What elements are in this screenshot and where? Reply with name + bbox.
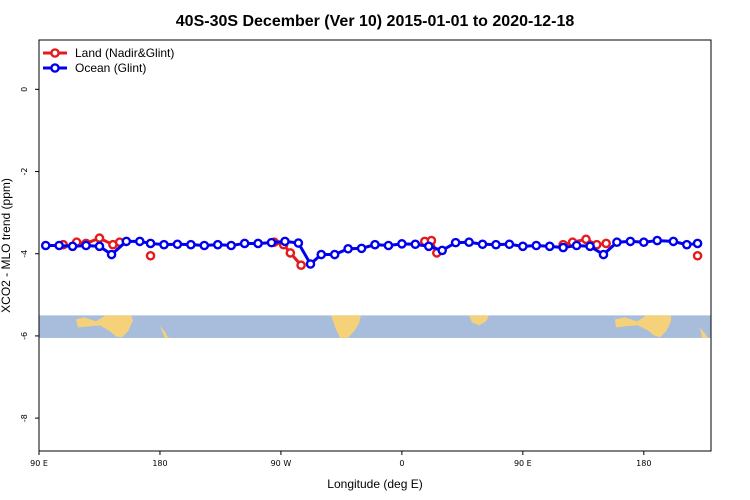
data-point [668,236,679,247]
data-point [145,238,156,249]
map-land-5 [700,327,708,338]
data-point [571,240,582,251]
data-point [639,237,649,248]
data-point [531,240,542,251]
data-point [186,239,196,250]
data-point [601,238,611,249]
data-point [54,240,64,251]
legend-marker [50,48,60,58]
data-point [121,236,132,247]
data-point [581,234,591,245]
data-point [692,250,703,261]
data-point [652,235,663,246]
data-point [491,239,501,250]
map-land-2 [331,315,361,338]
data-point [81,240,91,251]
map-strip [39,315,711,338]
data-point [239,238,250,249]
data-point [356,243,367,254]
data-point [266,237,277,248]
y-tick-label: -2 [20,168,29,176]
y-axis-label: XCO2 - MLO trend (ppm) [0,178,13,313]
data-point [159,239,169,250]
data-point [410,239,421,250]
data-point [370,239,380,250]
data-point [682,239,692,250]
legend-entry: Ocean (Glint) [75,61,146,75]
data-point [518,241,528,252]
data-point [134,236,145,247]
data-point [450,237,461,248]
data-point [296,260,306,271]
legend-marker [50,63,60,73]
axes: 90 E 180 90 W 0 90 E 180 0 -2 -4 -6 -8 [20,39,712,468]
data-point [94,241,105,252]
data-point [585,241,595,252]
data-point [329,249,340,260]
map-land-1 [160,326,171,338]
data-point [544,241,555,252]
data-point [145,250,156,261]
x-tick-label: 90 E [30,459,48,468]
data-point [199,240,210,251]
data-point [305,259,316,269]
y-tick-label: -4 [20,250,29,258]
y-tick-label: -8 [20,414,29,422]
data-point [558,242,568,253]
data-point [464,237,474,248]
data-point [612,237,622,248]
data-point [316,249,327,260]
series-layer [40,233,703,271]
y-tick-label: -6 [20,332,29,340]
data-point [285,248,296,258]
x-axis-label: Longitude (deg E) [327,477,422,491]
chart-title: 40S-30S December (Ver 10) 2015-01-01 to … [176,13,575,30]
plot-frame [38,39,712,452]
data-point [383,240,394,251]
data-point [423,241,434,252]
data-point [226,240,236,251]
data-point [598,249,609,260]
data-point [212,239,223,250]
data-point [293,238,304,248]
map-land-3 [469,315,489,326]
map-land-4 [615,315,671,338]
data-point [280,236,290,247]
series-1 [40,235,703,269]
data-point [692,238,703,249]
legend-entry: Land (Nadir&Glint) [75,46,174,60]
map-land-0 [76,315,133,338]
x-tick-label: 180 [152,459,167,468]
y-tick-label: 0 [20,87,29,92]
x-tick-label: 0 [399,459,404,468]
x-tick-label: 90 E [514,459,532,468]
data-point [253,238,263,249]
data-point [477,239,488,250]
data-point [504,239,515,250]
data-point [437,245,448,256]
data-point [343,243,353,254]
data-point [172,239,183,250]
data-point [106,249,117,260]
x-tick-label: 90 W [271,459,292,468]
data-point [94,233,105,243]
data-point [397,239,407,249]
legend: Land (Nadir&Glint)Ocean (Glint) [43,46,174,75]
data-point [625,236,636,247]
data-point [67,241,78,252]
data-point [40,240,51,251]
map-ocean [39,315,711,338]
x-tick-label: 180 [636,459,651,468]
